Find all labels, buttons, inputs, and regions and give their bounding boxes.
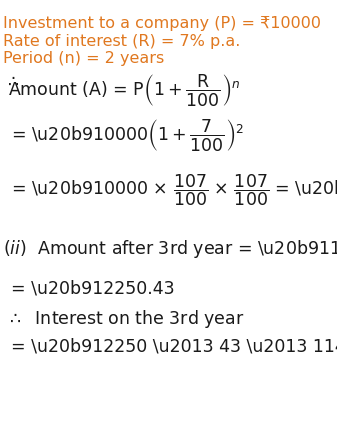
Text: Rate of interest (R) = 7% p.a.: Rate of interest (R) = 7% p.a. <box>3 34 240 49</box>
Text: = \u20b912250 \u2013 43 \u2013 1149 = \u20b9801.43: = \u20b912250 \u2013 43 \u2013 1149 = \u… <box>11 337 337 355</box>
Text: = \u20b910000$\left(1+\dfrac{7}{100}\right)^{2}$: = \u20b910000$\left(1+\dfrac{7}{100}\rig… <box>11 117 244 153</box>
Text: = \u20b910000 $\times$ $\dfrac{107}{100}$ $\times$ $\dfrac{107}{100}$ = \u20b911: = \u20b910000 $\times$ $\dfrac{107}{100}… <box>11 172 337 208</box>
Text: Investment to a company (P) = ₹10000: Investment to a company (P) = ₹10000 <box>3 16 321 31</box>
Text: Period (n) = 2 years: Period (n) = 2 years <box>3 50 164 65</box>
Text: $(ii)$  Amount after 3rd year = \u20b911449 $\times$ $\dfrac{107}{100}$: $(ii)$ Amount after 3rd year = \u20b9114… <box>3 232 337 267</box>
Text: = \u20b912250.43: = \u20b912250.43 <box>11 279 175 297</box>
Text: $\therefore$: $\therefore$ <box>4 72 20 90</box>
Text: Amount (A) = P$\left(1+\dfrac{\mathrm{R}}{100}\right)^{n}$: Amount (A) = P$\left(1+\dfrac{\mathrm{R}… <box>8 72 240 108</box>
Text: $\therefore$  Interest on the 3rd year: $\therefore$ Interest on the 3rd year <box>6 307 244 329</box>
